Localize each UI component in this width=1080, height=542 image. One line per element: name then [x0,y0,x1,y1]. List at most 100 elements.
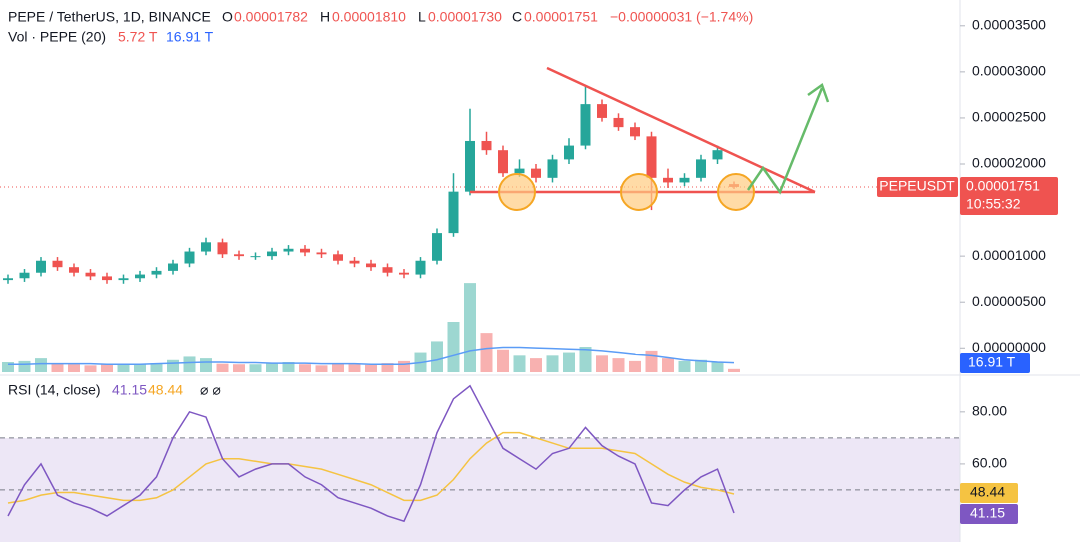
candle-body [613,117,624,128]
candle-body [151,270,162,275]
rsi-badge-text: 41.15 [970,505,1005,521]
rsi-badge [960,504,1018,524]
volume-bar [233,364,245,372]
volume-bar [216,363,229,372]
volume-bar [332,363,344,372]
rsi-line [7,431,735,504]
candle-body [250,256,261,258]
volume-bar [728,368,740,372]
candle-body [168,263,178,271]
volume-bar [398,360,410,372]
candle-body [481,140,492,151]
volume-bar [662,358,674,372]
volume-bar [629,360,641,372]
price-badge [960,177,1058,215]
volume-bar [348,364,361,372]
candle-body [36,260,46,273]
volume-bar [431,341,443,372]
candle-body [333,254,343,261]
volume-bar [200,358,212,372]
candle-body [646,136,657,178]
volume-bar [282,362,295,372]
candle-body [679,177,690,183]
candle-body [366,263,376,268]
volume-bar [84,365,97,372]
y-tick-label: 0.00001000 [972,247,1046,263]
volume-bar [464,283,476,372]
symbol-badge [877,177,958,197]
volume-bar [18,360,31,372]
rsi-ma-value: 48.44 [148,382,183,398]
volume-bar [365,364,377,372]
volume-bar [695,359,707,372]
candle-body [234,254,244,257]
y-tick-label: 0.00003500 [972,17,1046,33]
y-tick-label: 0.00003000 [972,63,1046,79]
ohlc-key: O [222,9,233,25]
volume-bar [480,333,493,372]
rsi-icons[interactable]: ⌀ ⌀ [200,382,221,398]
volume-bar [612,358,625,372]
countdown: 10:55:32 [966,196,1021,212]
candle-body [448,191,459,234]
volume-badge-text: 16.91 T [968,354,1016,370]
candle-body [514,168,525,174]
arrow-head [807,83,830,103]
candle-body [201,242,211,252]
volume-bar [563,352,575,372]
y-tick-label: 0.00000500 [972,293,1046,309]
y-tick-label: 80.00 [972,403,1007,419]
candle-body [19,272,30,279]
volume-bar [678,360,691,372]
candle-body [217,242,228,255]
candle-body [415,260,426,275]
candle-body [432,233,442,261]
candle-body [184,251,195,264]
candle-body [382,267,393,273]
volume-bar [101,363,113,372]
volume-bar [35,358,47,372]
candle-body [712,150,723,160]
volume-bar [546,355,559,372]
volume-bar [249,364,262,372]
candle-body [3,278,13,281]
candle-body [663,177,673,183]
support-circle [498,173,536,211]
volume-bar [530,358,542,372]
candle-body [135,274,145,279]
candle-body [283,248,294,252]
volume-bar [596,355,608,372]
y-tick-label: 0.00002500 [972,109,1046,125]
candle-body [696,159,706,178]
y-tick-label: 60.00 [972,455,1007,471]
volume-value: 5.72 T [118,29,158,45]
ohlc-key: C [512,9,522,25]
volume-bar [579,347,592,372]
ohlc-key: L [418,9,426,25]
y-tick-label: 0.00000000 [972,339,1046,355]
ohlc-value: 0.00001810 [332,9,406,25]
volume-bar [183,356,196,372]
volume-bar [497,349,509,372]
rsi-value: 41.15 [112,382,147,398]
volume-bar [150,363,163,372]
rsi-ma-badge [960,483,1018,503]
projection-arrow [746,87,824,195]
candle-body [52,260,63,268]
rsi-label: RSI (14, close) [8,382,101,398]
price-badge-text: 0.00001751 [966,178,1040,194]
volume-badge [960,353,1030,373]
support-circle [620,173,658,211]
candle-body [267,251,277,257]
candle-body [69,267,79,273]
candle-body [580,104,591,146]
volume-bar [645,350,658,372]
candle-body [564,145,574,160]
candle-body [85,272,96,277]
symbol: PEPE / TetherUS, 1D, BINANCE [8,9,211,25]
candle-body [349,260,360,264]
candle-body [316,252,327,255]
ohlc-value: 0.00001730 [428,9,502,25]
support-circle [717,173,755,211]
